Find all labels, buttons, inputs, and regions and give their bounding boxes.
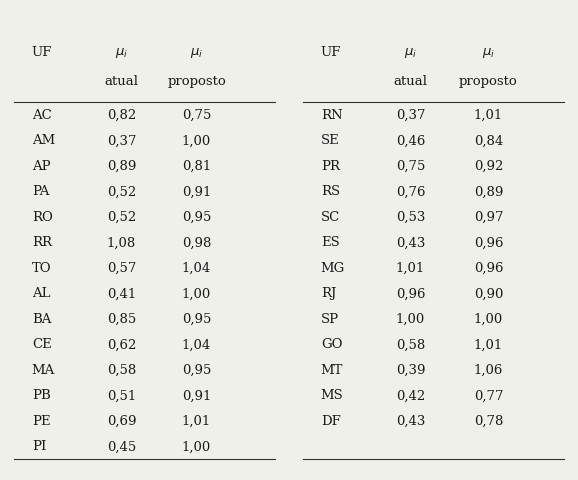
Text: 0,58: 0,58 bbox=[107, 363, 136, 376]
Text: 0,41: 0,41 bbox=[107, 287, 136, 300]
Text: 1,01: 1,01 bbox=[182, 414, 211, 427]
Text: 0,84: 0,84 bbox=[474, 134, 503, 147]
Text: 0,89: 0,89 bbox=[107, 159, 136, 173]
Text: PB: PB bbox=[32, 388, 50, 402]
Text: TO: TO bbox=[32, 261, 51, 275]
Text: 0,39: 0,39 bbox=[395, 363, 425, 376]
Text: 1,08: 1,08 bbox=[107, 236, 136, 249]
Text: 1,00: 1,00 bbox=[396, 312, 425, 325]
Text: SC: SC bbox=[321, 210, 340, 224]
Text: 1,04: 1,04 bbox=[182, 337, 211, 351]
Text: 0,37: 0,37 bbox=[106, 134, 136, 147]
Text: 1,01: 1,01 bbox=[474, 337, 503, 351]
Text: 0,43: 0,43 bbox=[396, 236, 425, 249]
Text: atual: atual bbox=[105, 75, 138, 88]
Text: GO: GO bbox=[321, 337, 342, 351]
Text: 0,96: 0,96 bbox=[473, 261, 503, 275]
Text: MA: MA bbox=[32, 363, 55, 376]
Text: RS: RS bbox=[321, 185, 340, 198]
Text: proposto: proposto bbox=[459, 75, 518, 88]
Text: 0,76: 0,76 bbox=[395, 185, 425, 198]
Text: 0,75: 0,75 bbox=[182, 108, 211, 122]
Text: 0,96: 0,96 bbox=[473, 236, 503, 249]
Text: RR: RR bbox=[32, 236, 52, 249]
Text: MT: MT bbox=[321, 363, 343, 376]
Text: SP: SP bbox=[321, 312, 339, 325]
Text: 0,57: 0,57 bbox=[107, 261, 136, 275]
Text: 1,01: 1,01 bbox=[396, 261, 425, 275]
Text: $\mu_i$: $\mu_i$ bbox=[115, 46, 128, 60]
Text: 1,04: 1,04 bbox=[182, 261, 211, 275]
Text: 0,77: 0,77 bbox=[473, 388, 503, 402]
Text: 1,00: 1,00 bbox=[474, 312, 503, 325]
Text: 0,82: 0,82 bbox=[107, 108, 136, 122]
Text: 0,75: 0,75 bbox=[396, 159, 425, 173]
Text: RO: RO bbox=[32, 210, 53, 224]
Text: 0,91: 0,91 bbox=[182, 388, 211, 402]
Text: DF: DF bbox=[321, 414, 340, 427]
Text: 0,53: 0,53 bbox=[396, 210, 425, 224]
Text: 0,95: 0,95 bbox=[182, 312, 211, 325]
Text: 1,06: 1,06 bbox=[474, 363, 503, 376]
Text: 0,52: 0,52 bbox=[107, 185, 136, 198]
Text: $\mu_i$: $\mu_i$ bbox=[482, 46, 495, 60]
Text: 0,43: 0,43 bbox=[396, 414, 425, 427]
Text: SE: SE bbox=[321, 134, 339, 147]
Text: 0,42: 0,42 bbox=[396, 388, 425, 402]
Text: 0,51: 0,51 bbox=[107, 388, 136, 402]
Text: 0,97: 0,97 bbox=[473, 210, 503, 224]
Text: 0,91: 0,91 bbox=[182, 185, 211, 198]
Text: 0,85: 0,85 bbox=[107, 312, 136, 325]
Text: PA: PA bbox=[32, 185, 49, 198]
Text: 0,90: 0,90 bbox=[474, 287, 503, 300]
Text: 0,95: 0,95 bbox=[182, 363, 211, 376]
Text: $\mu_i$: $\mu_i$ bbox=[404, 46, 417, 60]
Text: atual: atual bbox=[394, 75, 427, 88]
Text: 0,46: 0,46 bbox=[396, 134, 425, 147]
Text: RN: RN bbox=[321, 108, 342, 122]
Text: 0,89: 0,89 bbox=[474, 185, 503, 198]
Text: BA: BA bbox=[32, 312, 51, 325]
Text: 1,01: 1,01 bbox=[474, 108, 503, 122]
Text: 0,52: 0,52 bbox=[107, 210, 136, 224]
Text: 0,78: 0,78 bbox=[474, 414, 503, 427]
Text: 0,81: 0,81 bbox=[182, 159, 211, 173]
Text: AM: AM bbox=[32, 134, 55, 147]
Text: 0,37: 0,37 bbox=[395, 108, 425, 122]
Text: 0,62: 0,62 bbox=[107, 337, 136, 351]
Text: PR: PR bbox=[321, 159, 340, 173]
Text: CE: CE bbox=[32, 337, 51, 351]
Text: 0,98: 0,98 bbox=[182, 236, 211, 249]
Text: AL: AL bbox=[32, 287, 50, 300]
Text: 0,96: 0,96 bbox=[395, 287, 425, 300]
Text: MG: MG bbox=[321, 261, 345, 275]
Text: 0,95: 0,95 bbox=[182, 210, 211, 224]
Text: 0,92: 0,92 bbox=[474, 159, 503, 173]
Text: MS: MS bbox=[321, 388, 343, 402]
Text: proposto: proposto bbox=[167, 75, 226, 88]
Text: UF: UF bbox=[321, 46, 341, 60]
Text: PE: PE bbox=[32, 414, 50, 427]
Text: AP: AP bbox=[32, 159, 50, 173]
Text: PI: PI bbox=[32, 439, 46, 453]
Text: $\mu_i$: $\mu_i$ bbox=[190, 46, 203, 60]
Text: 1,00: 1,00 bbox=[182, 439, 211, 453]
Text: 1,00: 1,00 bbox=[182, 134, 211, 147]
Text: 0,58: 0,58 bbox=[396, 337, 425, 351]
Text: UF: UF bbox=[32, 46, 52, 60]
Text: 0,45: 0,45 bbox=[107, 439, 136, 453]
Text: ES: ES bbox=[321, 236, 339, 249]
Text: RJ: RJ bbox=[321, 287, 336, 300]
Text: AC: AC bbox=[32, 108, 51, 122]
Text: 0,69: 0,69 bbox=[106, 414, 136, 427]
Text: 1,00: 1,00 bbox=[182, 287, 211, 300]
